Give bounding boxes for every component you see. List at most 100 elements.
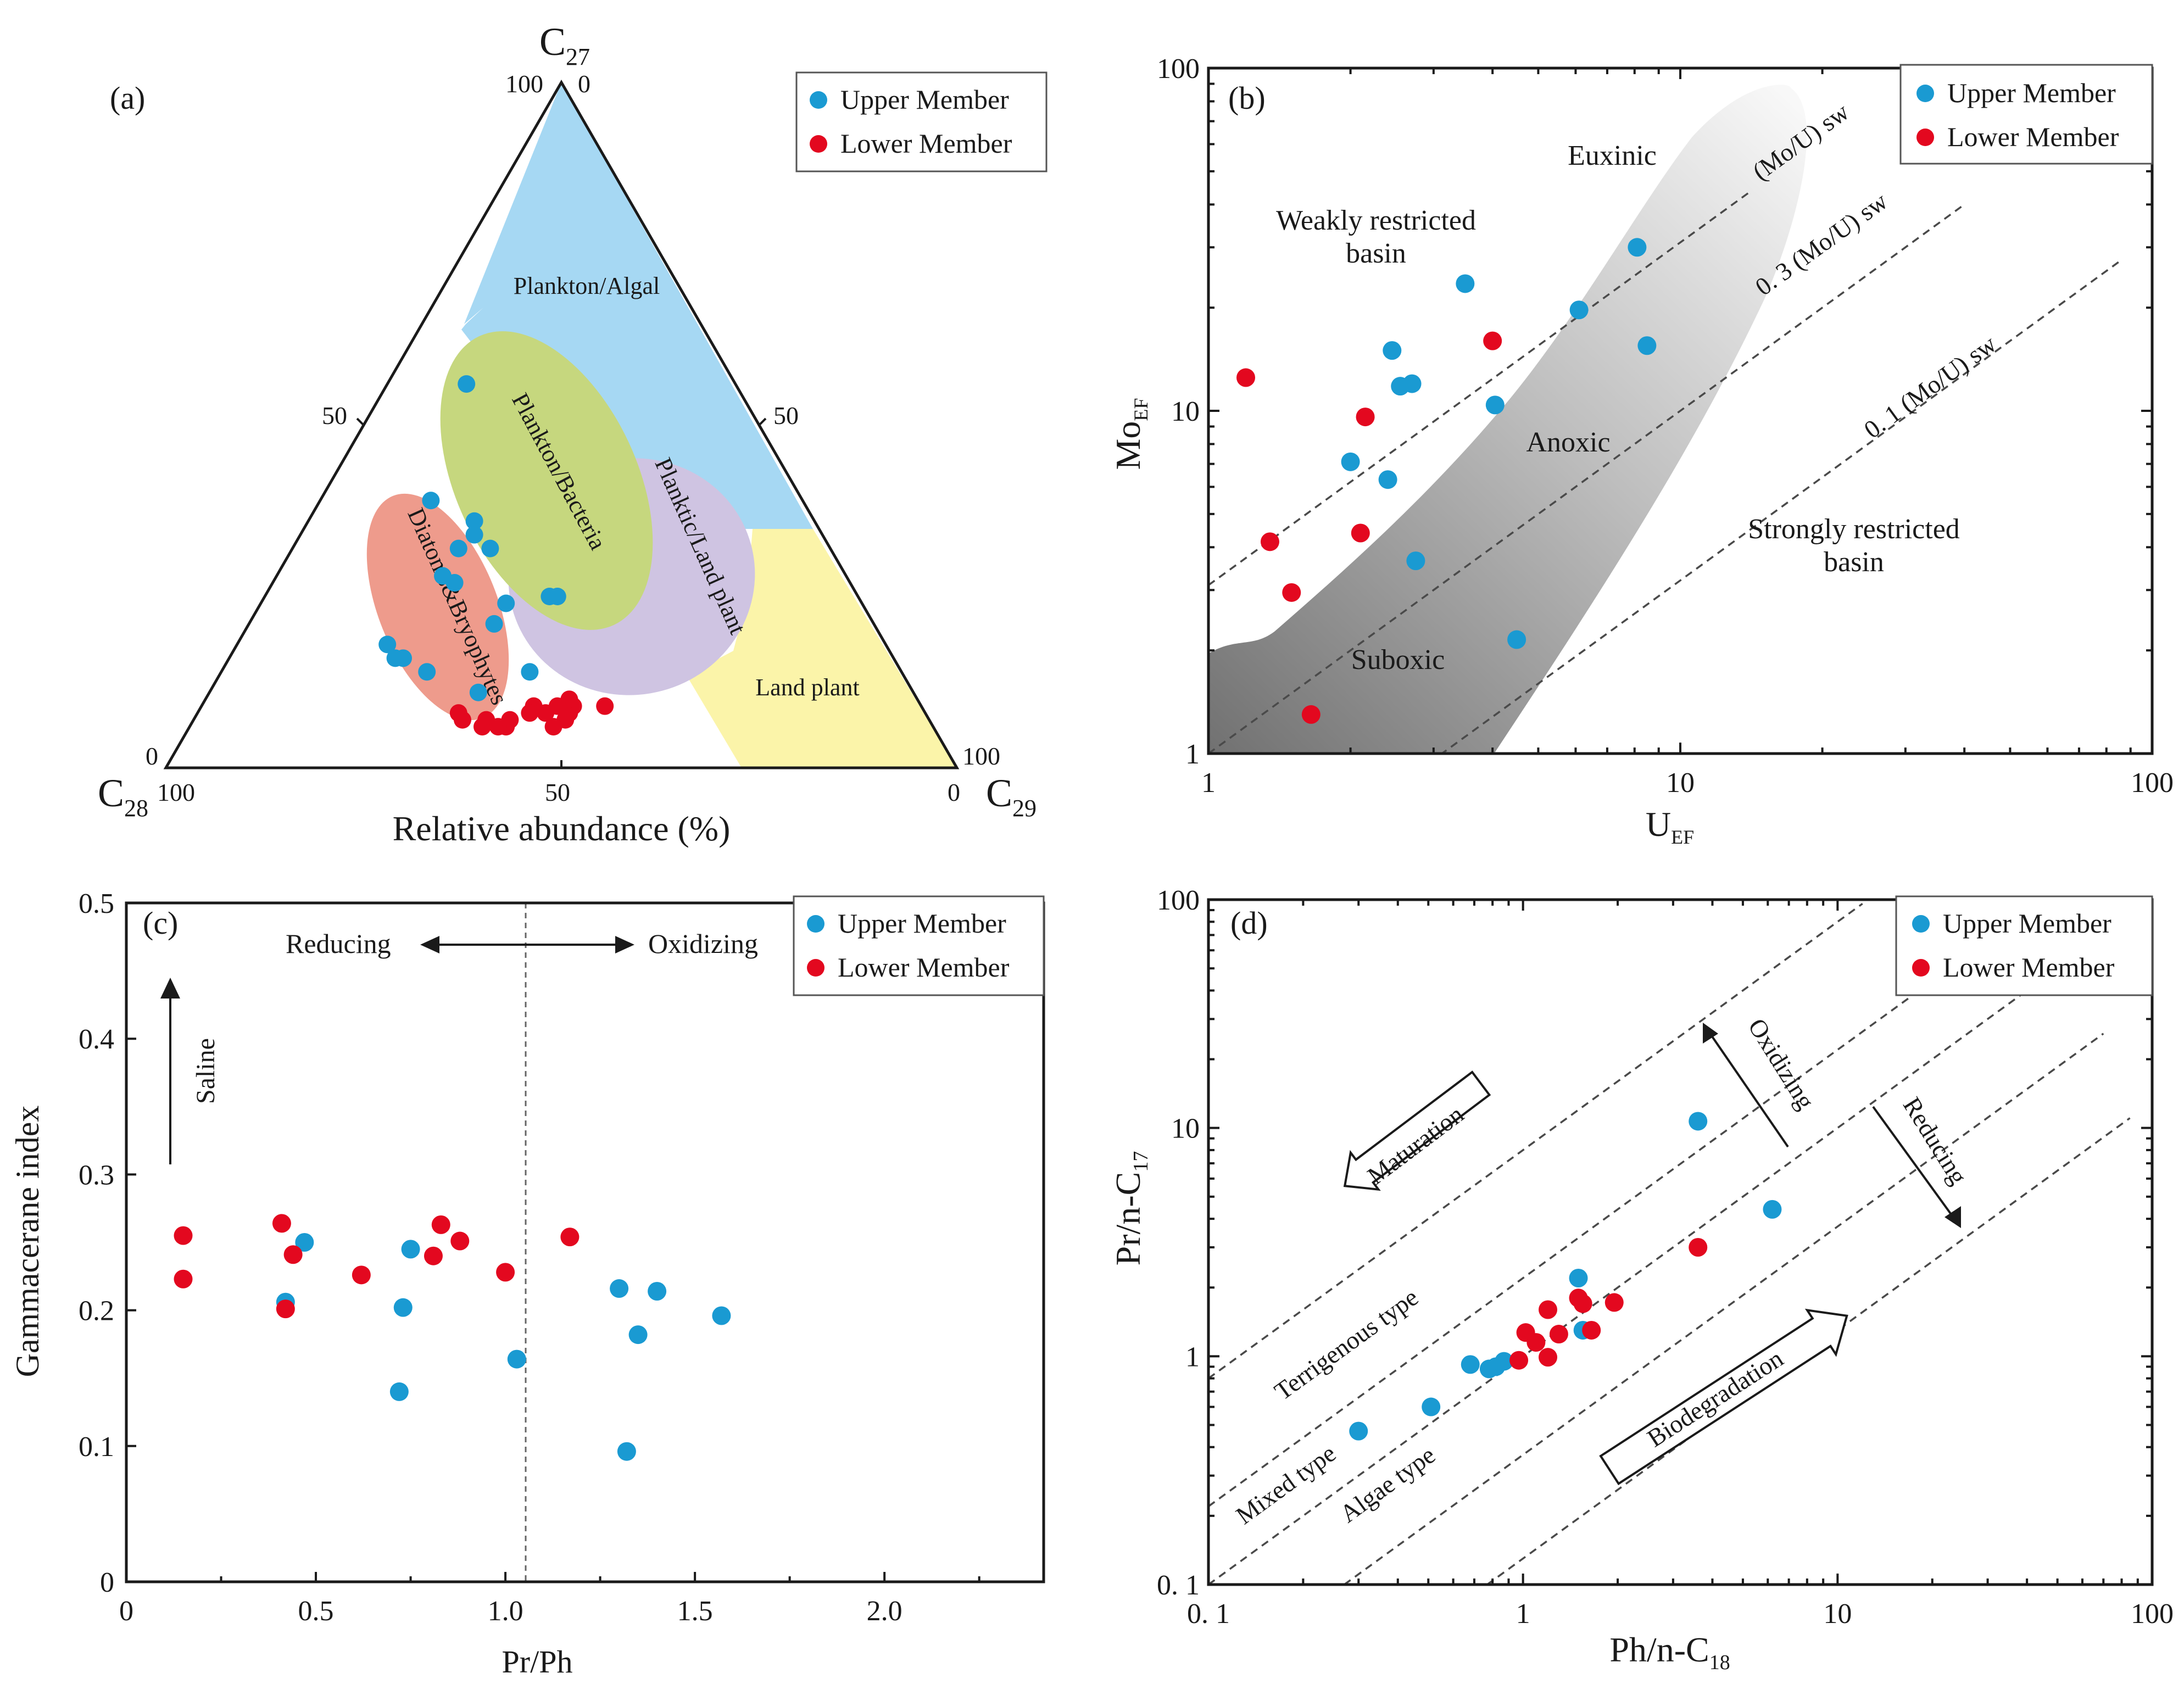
legend-a-lower-label: Lower Member xyxy=(840,128,1012,159)
tick-top-right: 0 xyxy=(578,70,590,98)
apex-top-label: C27 xyxy=(539,20,590,70)
lower-point-c-9 xyxy=(496,1263,515,1282)
upper-point-c-10 xyxy=(617,1442,636,1461)
upper-point-c-7 xyxy=(648,1281,667,1301)
reference-line-d-3 xyxy=(1344,1033,2104,1585)
lower-point-a-7 xyxy=(544,718,562,736)
legend-c-upper-marker xyxy=(807,915,824,933)
d-ytick-2: 10 xyxy=(1171,1113,1200,1145)
legend-b-upper-marker xyxy=(1916,85,1934,102)
lower-point-a-0 xyxy=(596,697,614,715)
annotation-weakly-restricted: Weakly restricted xyxy=(1276,205,1476,236)
upper-point-d-7 xyxy=(1486,1357,1506,1376)
annotation-saline: Saline xyxy=(191,1038,220,1104)
legend-a-upper-label: Upper Member xyxy=(840,84,1009,115)
lower-point-c-0 xyxy=(174,1226,193,1245)
apex-right-label: C29 xyxy=(986,771,1037,822)
ylabel-d: Pr/n-C17 xyxy=(1108,1151,1152,1266)
lower-point-c-1 xyxy=(174,1269,193,1289)
upper-point-c-6 xyxy=(610,1279,629,1298)
reducing-arrow xyxy=(1872,1106,1961,1228)
panel-c-gammacerane: 0 0.5 1.0 1.5 2.0 0 0.1 0.2 0.3 0.4 0.5 (c) Reduci… xyxy=(9,888,1045,1680)
upper-point-d-5 xyxy=(1461,1355,1480,1374)
tick-left-bottom: 0 xyxy=(146,742,158,770)
annotation-algae: Algae type xyxy=(1335,1441,1440,1528)
ylabel-c: Gammacerane index xyxy=(9,1106,46,1377)
lower-point-b-3 xyxy=(1260,532,1279,551)
lower-point-d-3 xyxy=(1604,1293,1624,1312)
d-xtick-2: 10 xyxy=(1823,1598,1852,1630)
lower-point-c-6 xyxy=(431,1215,450,1234)
panel-c-label: (c) xyxy=(143,905,178,941)
upper-point-b-8 xyxy=(1341,452,1360,471)
lower-point-d-7 xyxy=(1582,1320,1601,1340)
tick-top-left: 100 xyxy=(505,70,543,98)
d-ytick-3: 100 xyxy=(1157,885,1200,916)
ternary-ticks xyxy=(356,417,767,768)
legend-a: Upper Member Lower Member xyxy=(795,71,1048,172)
d-xtick-0: 0. 1 xyxy=(1187,1598,1230,1630)
scatter-points-b xyxy=(1236,238,1657,724)
upper-point-a-15 xyxy=(469,683,487,701)
upper-point-b-11 xyxy=(1507,630,1526,649)
apex-left-label: C28 xyxy=(98,771,148,822)
upper-point-c-4 xyxy=(389,1382,409,1401)
lower-point-b-1 xyxy=(1483,331,1502,350)
legend-b-lower-label: Lower Member xyxy=(1947,121,2119,152)
upper-point-a-4 xyxy=(481,539,499,557)
lower-point-c-8 xyxy=(450,1231,470,1251)
annotation-euxinic: Euxinic xyxy=(1568,140,1657,171)
lower-point-d-0 xyxy=(1689,1238,1708,1257)
upper-point-c-1 xyxy=(401,1240,420,1259)
lower-point-d-2 xyxy=(1573,1294,1592,1313)
reference-lines-d xyxy=(1208,902,2131,1585)
annotation-oxidizing: Oxidizing xyxy=(648,928,758,959)
lower-point-a-9 xyxy=(521,704,539,722)
b-ytick-1: 10 xyxy=(1171,396,1200,427)
annotation-suboxic: Suboxic xyxy=(1351,644,1445,676)
upper-point-b-10 xyxy=(1406,551,1425,571)
upper-point-a-3 xyxy=(465,526,483,544)
b-xtick-1: 10 xyxy=(1666,767,1695,799)
plot-frame-c xyxy=(125,901,1045,1583)
upper-point-a-10 xyxy=(497,594,515,612)
b-ytick-0: 1 xyxy=(1185,739,1200,770)
c-ytick-4: 0.4 xyxy=(79,1024,114,1055)
legend-c: Upper Member Lower Member xyxy=(793,895,1045,996)
upper-point-a-9 xyxy=(541,588,559,605)
lower-point-c-5 xyxy=(352,1265,371,1285)
c-ytick-1: 0.1 xyxy=(79,1431,114,1463)
b-xtick-0: 1 xyxy=(1201,767,1216,799)
ternary-xlabel: Relative abundance (%) xyxy=(393,809,731,848)
xlabel-b: UEF xyxy=(1646,805,1694,848)
upper-point-b-6 xyxy=(1402,374,1422,393)
lower-point-d-8 xyxy=(1526,1333,1546,1352)
lower-point-b-6 xyxy=(1301,705,1321,724)
lower-point-c-2 xyxy=(272,1214,291,1233)
legend-c-lower-marker xyxy=(807,959,824,977)
annotation-line-0.1: 0. 1 (Mo/U) sw xyxy=(1859,330,2002,444)
lower-point-a-13 xyxy=(473,718,491,736)
c-xtick-0: 0 xyxy=(119,1596,133,1627)
annotation-strongly-restricted: Strongly restricted xyxy=(1748,514,1960,545)
scatter-points-d xyxy=(1349,1112,1782,1441)
upper-point-d-1 xyxy=(1763,1200,1782,1219)
upper-point-d-0 xyxy=(1689,1112,1708,1131)
tick-right-mid: 50 xyxy=(773,401,799,430)
lower-point-c-10 xyxy=(560,1228,580,1247)
plot-frame-d xyxy=(1207,898,2154,1586)
lower-point-b-4 xyxy=(1351,523,1370,543)
upper-point-d-2 xyxy=(1569,1268,1588,1287)
c-xtick-4: 2.0 xyxy=(867,1596,902,1627)
upper-point-a-2 xyxy=(465,512,483,530)
biodegradation-arrow xyxy=(1599,1308,1848,1486)
euxinic-anoxic-suboxic-field xyxy=(1208,85,1807,754)
tick-bottom-left: 100 xyxy=(157,778,195,806)
b-xtick-2: 100 xyxy=(2131,767,2174,799)
axis-ticks-d: 0. 1 1 10 100 0. 1 1 10 100 xyxy=(1157,885,2174,1630)
c-xtick-2: 1.0 xyxy=(488,1596,523,1627)
axis-ticks-c: 0 0.5 1.0 1.5 2.0 0 0.1 0.2 0.3 0.4 0.5 xyxy=(79,888,980,1627)
label-land-plant: Land plant xyxy=(755,674,859,701)
